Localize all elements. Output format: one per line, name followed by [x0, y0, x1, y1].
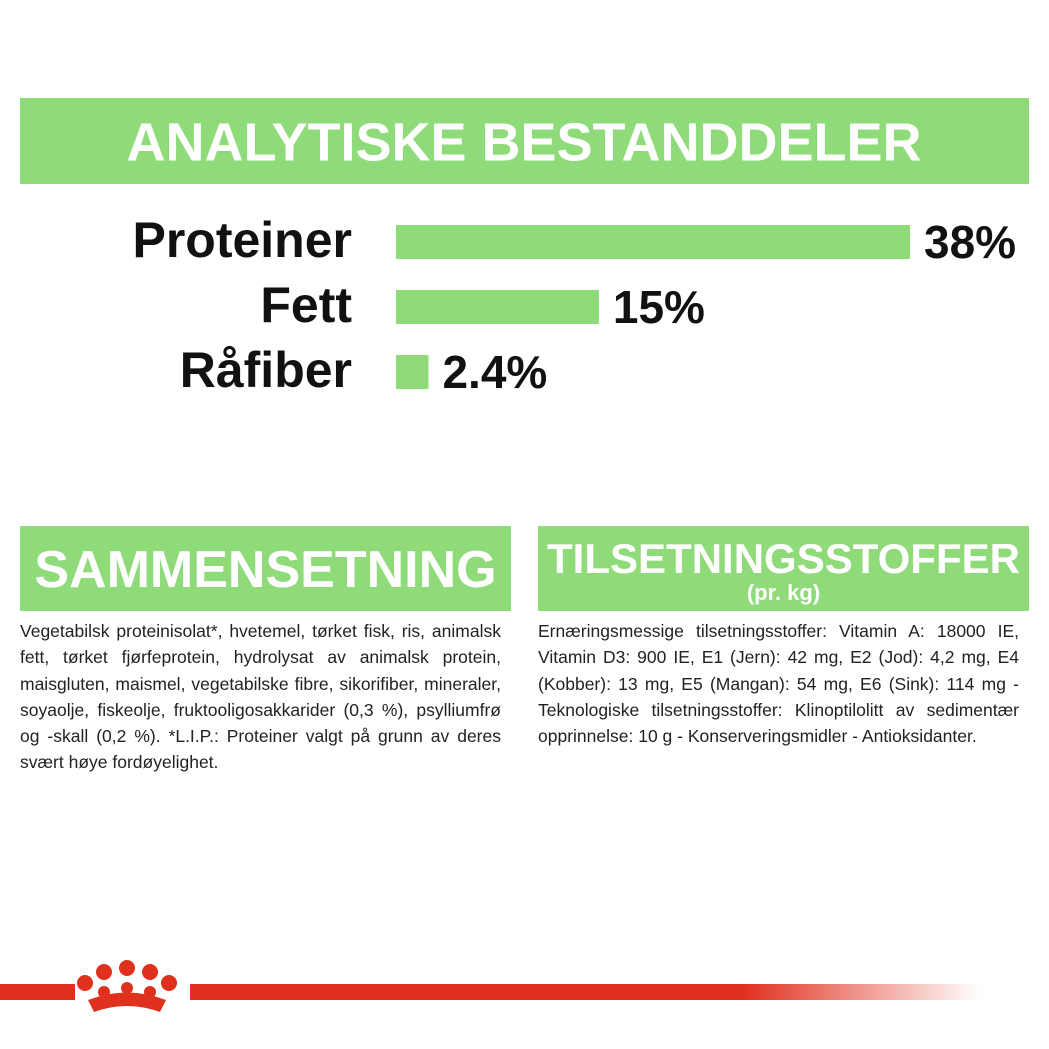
section-subtitle: (pr. kg) — [746, 580, 821, 605]
logo — [77, 960, 177, 1012]
chart-title: ANALYTISKE BESTANDDELER — [126, 112, 921, 172]
category-label: Proteiner — [132, 212, 352, 268]
title-band — [20, 98, 1029, 184]
section-text: Ernæringsmessige tilsetningsstoffer: Vit… — [538, 621, 1019, 747]
value-label: 15% — [613, 281, 705, 333]
bar — [396, 355, 429, 389]
footer-line — [0, 984, 75, 1000]
section-title: TILSETNINGSSTOFFER — [547, 535, 1020, 582]
footer-line — [190, 984, 980, 1000]
section-text: Vegetabilsk proteinisolat*, hvetemel, tø… — [20, 621, 501, 773]
section-header: TILSETNINGSSTOFFER (pr. kg) — [538, 526, 1029, 611]
value-label: 38% — [924, 216, 1016, 268]
section-title: SAMMENSETNING — [20, 526, 511, 611]
bars: Proteiner 38% Fett 15% Råfiber 2.4% — [132, 212, 1016, 398]
category-label: Fett — [260, 277, 352, 333]
bar — [396, 225, 910, 259]
bar — [396, 290, 599, 324]
value-label: 2.4% — [442, 346, 547, 398]
category-label: Råfiber — [180, 342, 352, 398]
